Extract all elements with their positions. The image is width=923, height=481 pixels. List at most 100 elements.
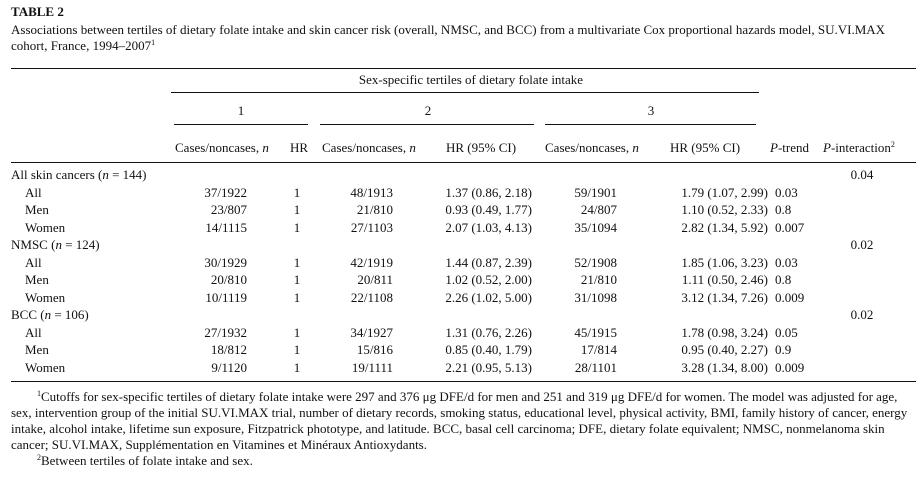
cell-t1-cases: 37/1922: [204, 184, 247, 200]
cell-t2-hr: 2.21 (0.95, 5.13): [445, 359, 532, 375]
col-header-p-interaction: P-interaction2: [823, 140, 895, 155]
footnote-2: 2Between tertiles of folate intake and s…: [11, 453, 916, 469]
cell-t2-cases: 20/811: [357, 272, 393, 287]
col-header-t1-cases: Cases/noncases, n: [175, 140, 269, 155]
cell-t3-hr: 3.28 (1.34, 8.00): [681, 359, 768, 375]
row-label: Women: [25, 219, 66, 235]
header-bottom-rule: [11, 162, 916, 163]
group-label-n: n: [44, 307, 52, 322]
cell-p-trend: 0.9: [775, 342, 792, 357]
cell-t1-hr: 1: [293, 184, 301, 200]
cell-t3-cases: 17/814: [580, 342, 617, 357]
table-label: TABLE 2: [11, 4, 64, 19]
col-header-t3-cases: Cases/noncases, n: [545, 140, 639, 155]
cell-t2-cases: 34/1927: [350, 324, 393, 340]
cell-t3-cases: 31/1098: [574, 289, 617, 305]
cell-p-interaction: 0.02: [850, 237, 874, 252]
cell-p-trend: 0.009: [775, 289, 805, 305]
group-label-prefix: BCC (: [11, 307, 45, 322]
cell-t3-cases: 21/810: [580, 272, 617, 287]
cell-t3-cases: 28/1101: [574, 359, 617, 375]
cell-t2-cases: 21/810: [356, 202, 393, 217]
col-header-t1-hr: HR: [290, 140, 309, 155]
cell-t1-hr: 1: [293, 254, 301, 270]
group-label: BCC (n = 106): [11, 307, 89, 323]
row-label: All: [25, 254, 42, 270]
footnote-1-marker: 1: [37, 389, 41, 398]
cell-t2-hr: 1.37 (0.86, 2.18): [445, 184, 532, 200]
cell-t1-hr: 1: [293, 272, 301, 287]
cell-t1-hr: 1: [293, 359, 301, 375]
group-label-suffix: = 106): [51, 307, 89, 322]
cell-t1-hr: 1: [293, 219, 301, 235]
cell-t3-hr: 0.95 (0.40, 2.27): [681, 342, 768, 357]
cell-p-trend: 0.007: [775, 219, 805, 235]
cell-p-trend: 0.03: [775, 184, 798, 200]
cell-p-interaction: 0.04: [850, 167, 874, 182]
top-rule: [11, 68, 916, 69]
cell-t1-cases: 20/810: [210, 272, 247, 287]
group-label-suffix: = 124): [61, 237, 100, 252]
cell-t2-cases: 42/1919: [350, 254, 393, 270]
cell-t2-hr: 0.85 (0.40, 1.79): [445, 342, 532, 357]
cell-p-trend: 0.8: [775, 272, 792, 287]
cell-t2-hr: 2.26 (1.02, 5.00): [445, 289, 532, 305]
group-label-n: n: [55, 237, 62, 252]
cell-t1-cases: 10/1119: [205, 289, 247, 305]
cell-p-trend: 0.009: [775, 359, 805, 375]
footnote-2-marker: 2: [37, 453, 41, 462]
group-label: NMSC (n = 124): [11, 237, 100, 253]
caption-footnote-ref: 1: [151, 38, 156, 47]
cell-t1-cases: 18/812: [210, 342, 247, 357]
cell-t3-cases: 52/1908: [574, 254, 617, 270]
tertile-2-rule: [320, 124, 534, 125]
row-label: Men: [25, 272, 49, 287]
bottom-rule: [11, 381, 916, 382]
cell-t1-hr: 1: [293, 202, 301, 217]
cell-t3-cases: 59/1901: [574, 184, 617, 200]
cell-t3-cases: 35/1094: [574, 219, 617, 235]
cell-t2-hr: 1.02 (0.52, 2.00): [445, 272, 532, 287]
cell-p-interaction: 0.02: [850, 307, 874, 322]
cell-p-trend: 0.03: [775, 254, 798, 270]
cell-t1-cases: 9/1120: [211, 359, 247, 375]
cell-t1-cases: 30/1929: [204, 254, 247, 270]
row-label: Women: [25, 359, 66, 375]
row-label: All: [25, 324, 42, 340]
row-label: All: [25, 184, 42, 200]
row-label: Women: [25, 289, 66, 305]
group-label-suffix: = 144): [108, 167, 147, 182]
table-caption: Associations between tertiles of dietary…: [11, 22, 916, 54]
cell-t1-hr: 1: [293, 342, 301, 357]
footnote-1-text: Cutoffs for sex-specific tertiles of die…: [11, 389, 908, 452]
cell-t1-cases: 27/1932: [204, 324, 247, 340]
group-label-prefix: NMSC (: [11, 237, 56, 252]
cell-t2-hr: 0.93 (0.49, 1.77): [445, 202, 532, 217]
tertile-1-rule: [174, 124, 308, 125]
cell-t3-hr: 1.78 (0.98, 3.24): [681, 324, 768, 340]
cell-t3-hr: 1.85 (1.06, 3.23): [681, 254, 768, 270]
footnote-1: 1Cutoffs for sex-specific tertiles of di…: [11, 389, 916, 453]
cell-t3-hr: 1.79 (1.07, 2.99): [681, 184, 768, 200]
cell-t3-hr: 2.82 (1.34, 5.92): [681, 219, 768, 235]
cell-t2-cases: 15/816: [356, 342, 393, 357]
cell-t2-cases: 19/1111: [351, 359, 393, 375]
group-label-n: n: [102, 167, 109, 182]
cell-t3-hr: 1.10 (0.52, 2.33): [681, 202, 768, 217]
tertile-1-header: 1: [237, 103, 245, 118]
cell-t2-cases: 27/1103: [350, 219, 393, 235]
col-header-t2-cases: Cases/noncases, n: [322, 140, 416, 155]
tertile-3-rule: [545, 124, 756, 125]
group-label: All skin cancers (n = 144): [11, 167, 147, 183]
col-header-p-trend: P-trend: [770, 140, 809, 155]
col-header-t3-hr: HR (95% CI): [670, 140, 741, 155]
cell-t3-cases: 45/1915: [574, 324, 617, 340]
col-header-t2-hr: HR (95% CI): [446, 140, 517, 155]
cell-t3-hr: 3.12 (1.34, 7.26): [681, 289, 768, 305]
cell-p-trend: 0.05: [775, 324, 798, 340]
footnote-2-text: Between tertiles of folate intake and se…: [41, 453, 253, 468]
row-label: Men: [25, 342, 49, 357]
cell-t2-cases: 22/1108: [350, 289, 393, 305]
row-label: Men: [25, 202, 49, 217]
